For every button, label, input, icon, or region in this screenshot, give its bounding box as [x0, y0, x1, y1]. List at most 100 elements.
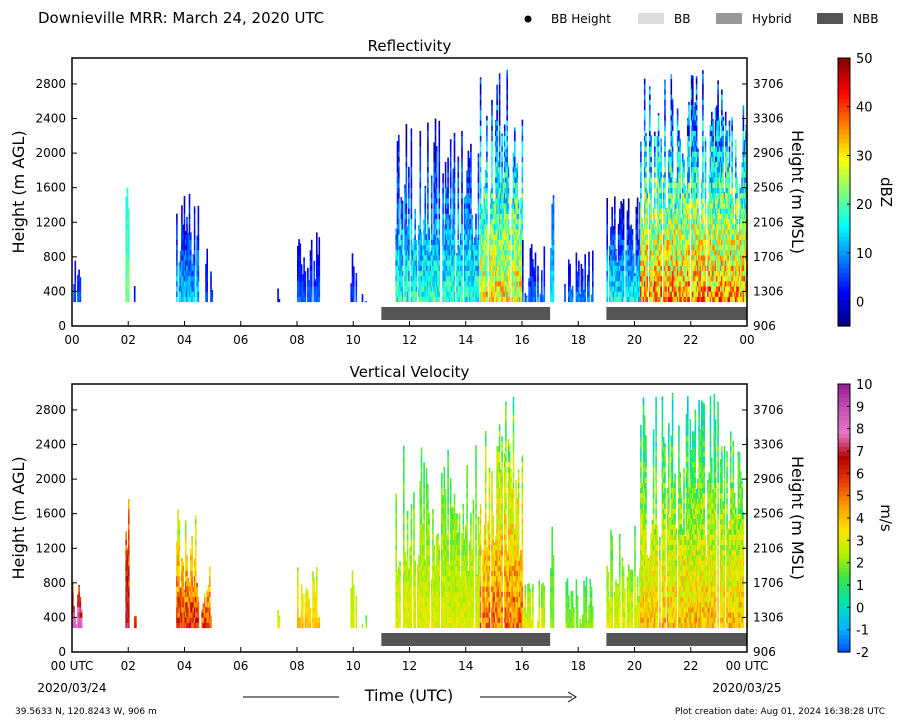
echo-cell — [433, 286, 435, 292]
echo-cell — [435, 161, 438, 168]
echo-cell — [430, 224, 433, 230]
echo-cell — [552, 249, 555, 256]
echo-cell — [399, 265, 401, 271]
echo-cell — [419, 141, 422, 147]
echo-cell — [479, 281, 482, 287]
echo-cell — [643, 161, 646, 168]
echo-cell — [521, 146, 524, 152]
echo-cell — [530, 244, 533, 245]
echo-cell — [442, 249, 444, 256]
echo-cell — [437, 296, 439, 303]
echo-cell — [491, 115, 493, 121]
echo-cell — [693, 130, 695, 137]
echo-cell — [433, 151, 435, 157]
echo-cell — [694, 109, 697, 116]
echo-cell — [423, 224, 425, 230]
echo-cell — [433, 244, 435, 251]
echo-cell — [669, 296, 671, 303]
echo-cell — [433, 249, 435, 256]
echo-cell — [669, 149, 671, 152]
echo-cell — [425, 265, 428, 271]
echo-cell — [584, 286, 586, 292]
echo-cell — [451, 265, 453, 271]
echo-cell — [444, 296, 447, 303]
echo-cell — [498, 192, 501, 199]
echo-cell — [495, 239, 497, 245]
echo-cell — [181, 234, 183, 240]
echo-cell — [405, 166, 408, 173]
echo-cell — [506, 73, 508, 80]
echo-cell — [652, 234, 655, 240]
echo-cell — [670, 78, 673, 85]
echo-cell — [629, 244, 631, 251]
echo-cell — [395, 229, 397, 235]
echo-cell — [676, 182, 679, 188]
echo-cell — [77, 275, 79, 282]
echo-cell — [424, 229, 427, 235]
echo-cell — [657, 161, 660, 168]
echo-cell — [507, 192, 510, 199]
echo-cell — [186, 291, 188, 297]
echo-cell — [506, 218, 508, 225]
echo-cell — [425, 286, 428, 292]
echo-cell — [711, 244, 713, 251]
echo-cell — [659, 275, 661, 282]
echo-cell — [477, 239, 480, 245]
echo-cell — [495, 275, 497, 282]
echo-cell — [184, 255, 187, 261]
echo-cell — [702, 234, 704, 240]
echo-cell — [498, 249, 501, 256]
echo-cell — [430, 177, 433, 183]
echo-cell — [479, 270, 482, 277]
echo-cell — [408, 208, 410, 214]
echo-cell — [654, 156, 656, 163]
echo-cell — [414, 224, 416, 230]
echo-cell — [479, 151, 482, 157]
echo-cell — [313, 296, 316, 303]
echo-cell — [427, 249, 429, 256]
echo-cell — [532, 260, 534, 266]
echo-cell — [666, 265, 669, 271]
echo-cell — [649, 229, 651, 235]
echo-cell — [521, 135, 524, 142]
echo-cell — [481, 270, 483, 277]
echo-cell — [645, 166, 647, 173]
echo-cell — [304, 271, 307, 277]
echo-cell — [688, 192, 690, 199]
echo-cell — [447, 198, 449, 204]
echo-cell — [308, 280, 310, 282]
echo-cell — [611, 296, 613, 303]
echo-cell — [492, 224, 495, 230]
echo-cell — [532, 259, 534, 261]
echo-cell — [501, 270, 503, 277]
echo-cell — [404, 224, 406, 230]
echo-cell — [633, 270, 635, 277]
echo-cell — [434, 118, 437, 121]
echo-cell — [666, 213, 669, 220]
echo-cell — [408, 260, 410, 266]
echo-cell — [642, 244, 645, 251]
echo-cell — [425, 270, 428, 277]
echo-cell — [643, 275, 646, 282]
echo-cell — [406, 249, 409, 256]
echo-cell — [415, 275, 418, 282]
echo-cell — [675, 218, 678, 225]
echo-cell — [543, 296, 546, 303]
echo-cell — [193, 239, 196, 245]
echo-cell — [192, 286, 195, 292]
echo-cell — [505, 203, 507, 209]
echo-cell — [184, 249, 187, 256]
echo-cell — [498, 146, 501, 152]
echo-cell — [415, 240, 418, 245]
echo-cell — [491, 146, 493, 152]
echo-cell — [621, 234, 624, 240]
echo-cell — [486, 203, 488, 209]
echo-cell — [466, 198, 468, 204]
echo-cell — [584, 255, 586, 261]
echo-cell — [470, 187, 472, 194]
echo-cell — [466, 281, 468, 287]
echo-cell — [419, 161, 422, 168]
echo-cell — [479, 77, 482, 80]
echo-cell — [482, 239, 484, 245]
echo-cell — [588, 286, 590, 292]
